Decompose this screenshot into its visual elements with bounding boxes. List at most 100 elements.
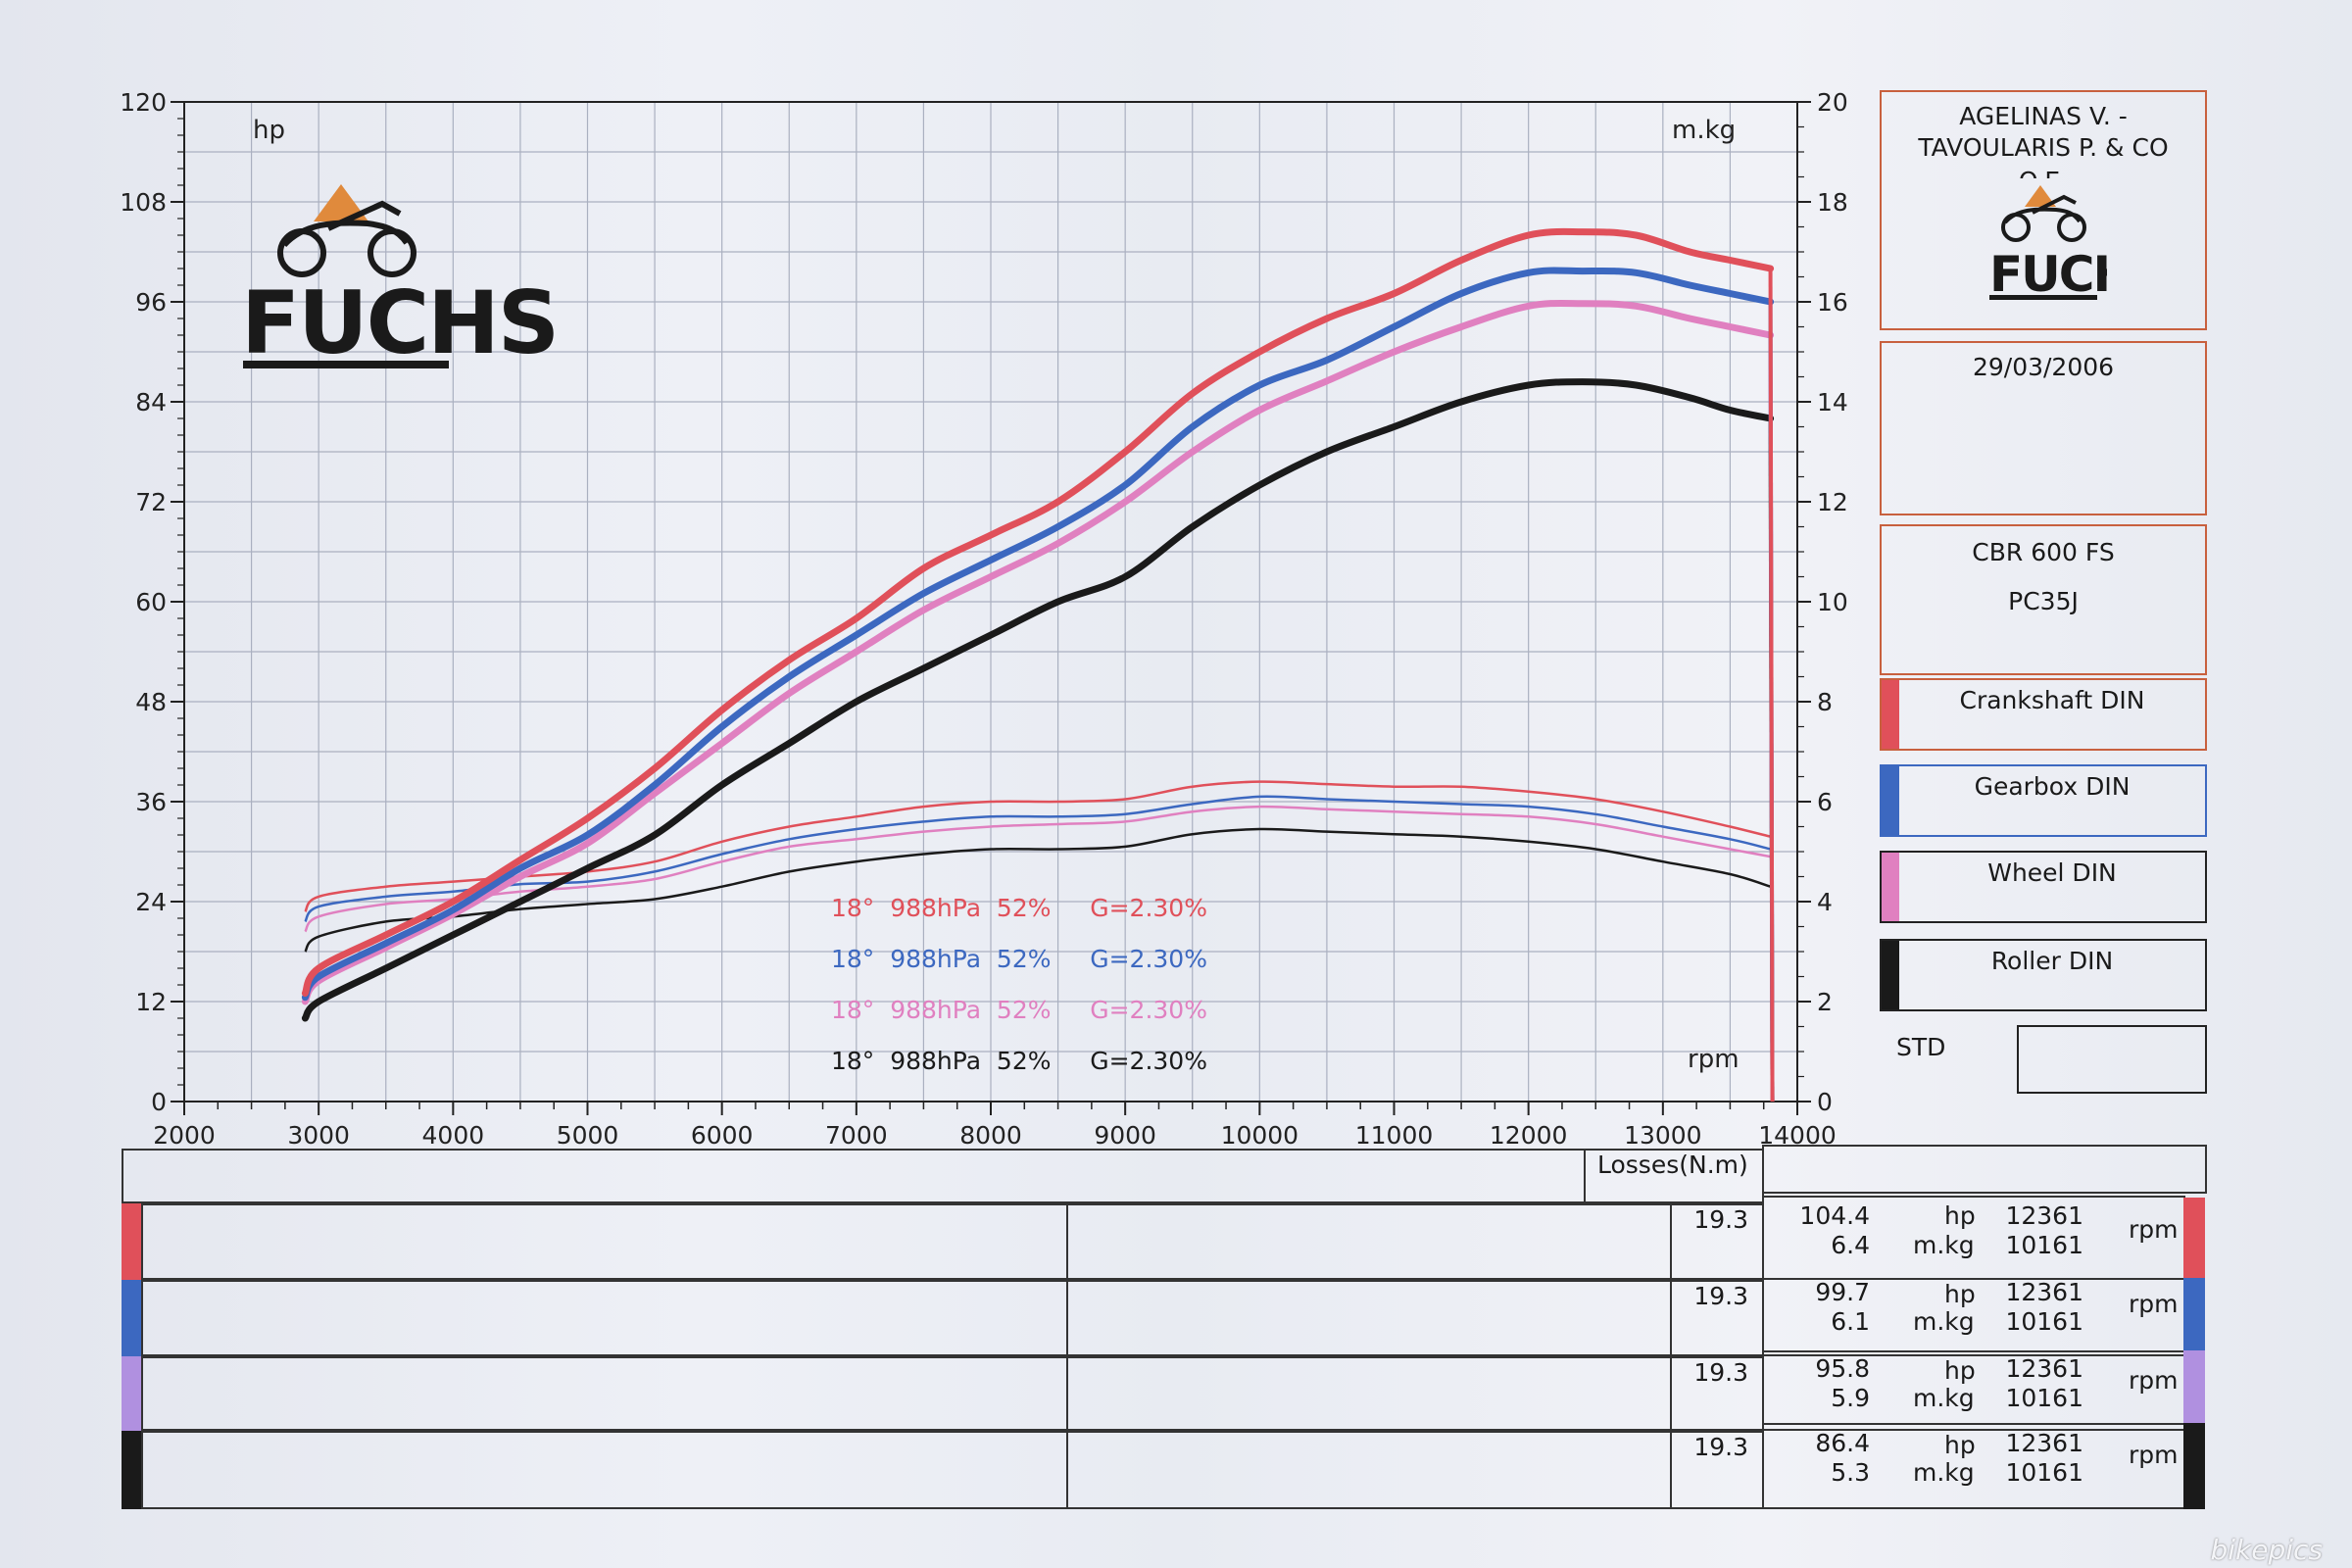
row-losses: 19.3 — [1693, 1433, 1748, 1461]
losses-header: Losses(N.m) — [1584, 1149, 1764, 1203]
y-right-tick-label: 20 — [1817, 88, 1848, 117]
logo-text: FUCHS — [241, 272, 558, 373]
legend-label: Roller DIN — [1990, 947, 2114, 975]
company-box: AGELINAS V. - TAVOULARIS P. & CO O.E. FU… — [1880, 90, 2207, 330]
power-line-1 — [301, 267, 1775, 1002]
row-notes-2 — [1066, 1431, 1672, 1509]
row-hp-rpm: 12361 — [2005, 1278, 2083, 1306]
row-rpm-unit: rpm — [2129, 1290, 2179, 1318]
torque-line-1 — [304, 795, 1771, 923]
row-max-torque: 6.4 — [1831, 1231, 1870, 1259]
row-max-torque: 5.9 — [1831, 1384, 1870, 1412]
fuchs-logo-main: FUCHS — [241, 184, 560, 373]
row-notes — [141, 1431, 1068, 1509]
row-hp-unit: hp — [1944, 1356, 1976, 1385]
x-tick-label: 4000 — [422, 1121, 485, 1150]
condition-line: 18° 988hPa 52% G=2.30% — [831, 1047, 1207, 1075]
std-label: STD — [1896, 1033, 1946, 1061]
row-torque-unit: m.kg — [1913, 1231, 1975, 1259]
y-right-tick-label: 0 — [1817, 1088, 1833, 1116]
x-tick-label: 7000 — [825, 1121, 888, 1150]
x-tick-label: 5000 — [557, 1121, 619, 1150]
x-axis-label: rpm — [1688, 1045, 1740, 1074]
row-losses-cell: 19.3 — [1670, 1280, 1764, 1356]
row-hp-rpm: 12361 — [2005, 1201, 2083, 1230]
motorcycle-icon-small — [2001, 185, 2086, 242]
legend-label: Gearbox DIN — [1974, 772, 2131, 801]
row-torque-unit: m.kg — [1913, 1307, 1975, 1336]
y-left-tick-label: 120 — [120, 88, 167, 117]
x-tick-label: 13000 — [1624, 1121, 1702, 1150]
condition-line: 18° 988hPa 52% G=2.30% — [831, 945, 1207, 973]
x-tick-label: 11000 — [1355, 1121, 1434, 1150]
y-left-tick-label: 48 — [135, 688, 167, 716]
row-swatch — [122, 1356, 143, 1431]
y-left-tick-label: 12 — [135, 988, 167, 1016]
legend-swatch — [1882, 766, 1899, 835]
company-line-2: TAVOULARIS P. & CO — [1918, 133, 2169, 162]
std-box — [2017, 1025, 2207, 1094]
x-tick-label: 9000 — [1094, 1121, 1156, 1150]
row-hp-unit: hp — [1944, 1431, 1976, 1459]
y-right-tick-label: 2 — [1817, 988, 1833, 1016]
legend-swatch — [1882, 853, 1899, 921]
row-torque-rpm: 10161 — [2005, 1384, 2083, 1412]
y-right-tick-label: 8 — [1817, 688, 1833, 716]
torque-line-2 — [304, 805, 1771, 933]
row-rpm-unit: rpm — [2129, 1215, 2179, 1244]
legend-item-roller: Roller DIN — [1880, 939, 2207, 1011]
legend-label: Crankshaft DIN — [1959, 686, 2145, 714]
power-drop-0 — [1768, 268, 1775, 1102]
y-right-tick-label: 6 — [1817, 788, 1833, 816]
row-torque-unit: m.kg — [1913, 1458, 1975, 1487]
motorcycle-icon — [277, 184, 416, 277]
legend-label: Wheel DIN — [1987, 858, 2117, 887]
logo-text-small: FUCHS — [1989, 246, 2107, 303]
test-conditions: 18° 988hPa 52% G=2.30% 18° 988hPa 52% G=2… — [831, 894, 1207, 1075]
row-max-torque: 6.1 — [1831, 1307, 1870, 1336]
row-torque-rpm: 10161 — [2005, 1458, 2083, 1487]
y-right-tick-label: 12 — [1817, 488, 1848, 516]
x-tick-label: 3000 — [287, 1121, 350, 1150]
company-line-1: AGELINAS V. - — [1959, 102, 2128, 130]
model-name: CBR 600 FS — [1972, 538, 2115, 566]
x-tick-label: 6000 — [691, 1121, 754, 1150]
chart-axes: 2000 3000 4000 5000 6000 7000 8000 9000 10000 110… — [120, 88, 1848, 1150]
row-torque-rpm: 10161 — [2005, 1307, 2083, 1336]
row-rpm-unit: rpm — [2129, 1366, 2179, 1395]
model-box: CBR 600 FS PC35J — [1880, 524, 2207, 675]
y-left-tick-label: 60 — [135, 588, 167, 616]
power-line-2 — [301, 299, 1775, 1005]
row-notes — [141, 1203, 1068, 1280]
table-header-blank — [122, 1149, 1586, 1203]
row-losses-cell: 19.3 — [1670, 1431, 1764, 1509]
row-losses-cell: 19.3 — [1670, 1356, 1764, 1431]
y-right-tick-label: 4 — [1817, 888, 1833, 916]
row-hp-rpm: 12361 — [2005, 1354, 2083, 1383]
row-hp-rpm: 12361 — [2005, 1429, 2083, 1457]
row-swatch-right — [2183, 1198, 2205, 1280]
y-left-tick-label: 96 — [135, 288, 167, 317]
row-notes-2 — [1066, 1280, 1672, 1356]
y-right-tick-label: 10 — [1817, 588, 1848, 616]
model-code: PC35J — [2008, 587, 2079, 615]
row-losses: 19.3 — [1693, 1282, 1748, 1310]
row-max-torque: 5.3 — [1831, 1458, 1870, 1487]
row-losses: 19.3 — [1693, 1205, 1748, 1234]
y-right-tick-label: 18 — [1817, 188, 1848, 217]
row-rpm-unit: rpm — [2129, 1441, 2179, 1469]
row-max-hp: 95.8 — [1815, 1354, 1870, 1383]
row-notes — [141, 1356, 1068, 1431]
row-swatch — [122, 1280, 143, 1356]
legend-swatch — [1882, 680, 1899, 749]
x-tick-label: 8000 — [959, 1121, 1022, 1150]
power-line-3 — [301, 378, 1775, 1022]
row-max-hp: 86.4 — [1815, 1429, 1870, 1457]
y-right-axis-label: m.kg — [1672, 116, 1736, 145]
watermark-text: bikepics — [2210, 1534, 2323, 1566]
x-tick-label: 10000 — [1221, 1121, 1299, 1150]
row-torque-unit: m.kg — [1913, 1384, 1975, 1412]
y-right-tick-label: 14 — [1817, 388, 1848, 416]
